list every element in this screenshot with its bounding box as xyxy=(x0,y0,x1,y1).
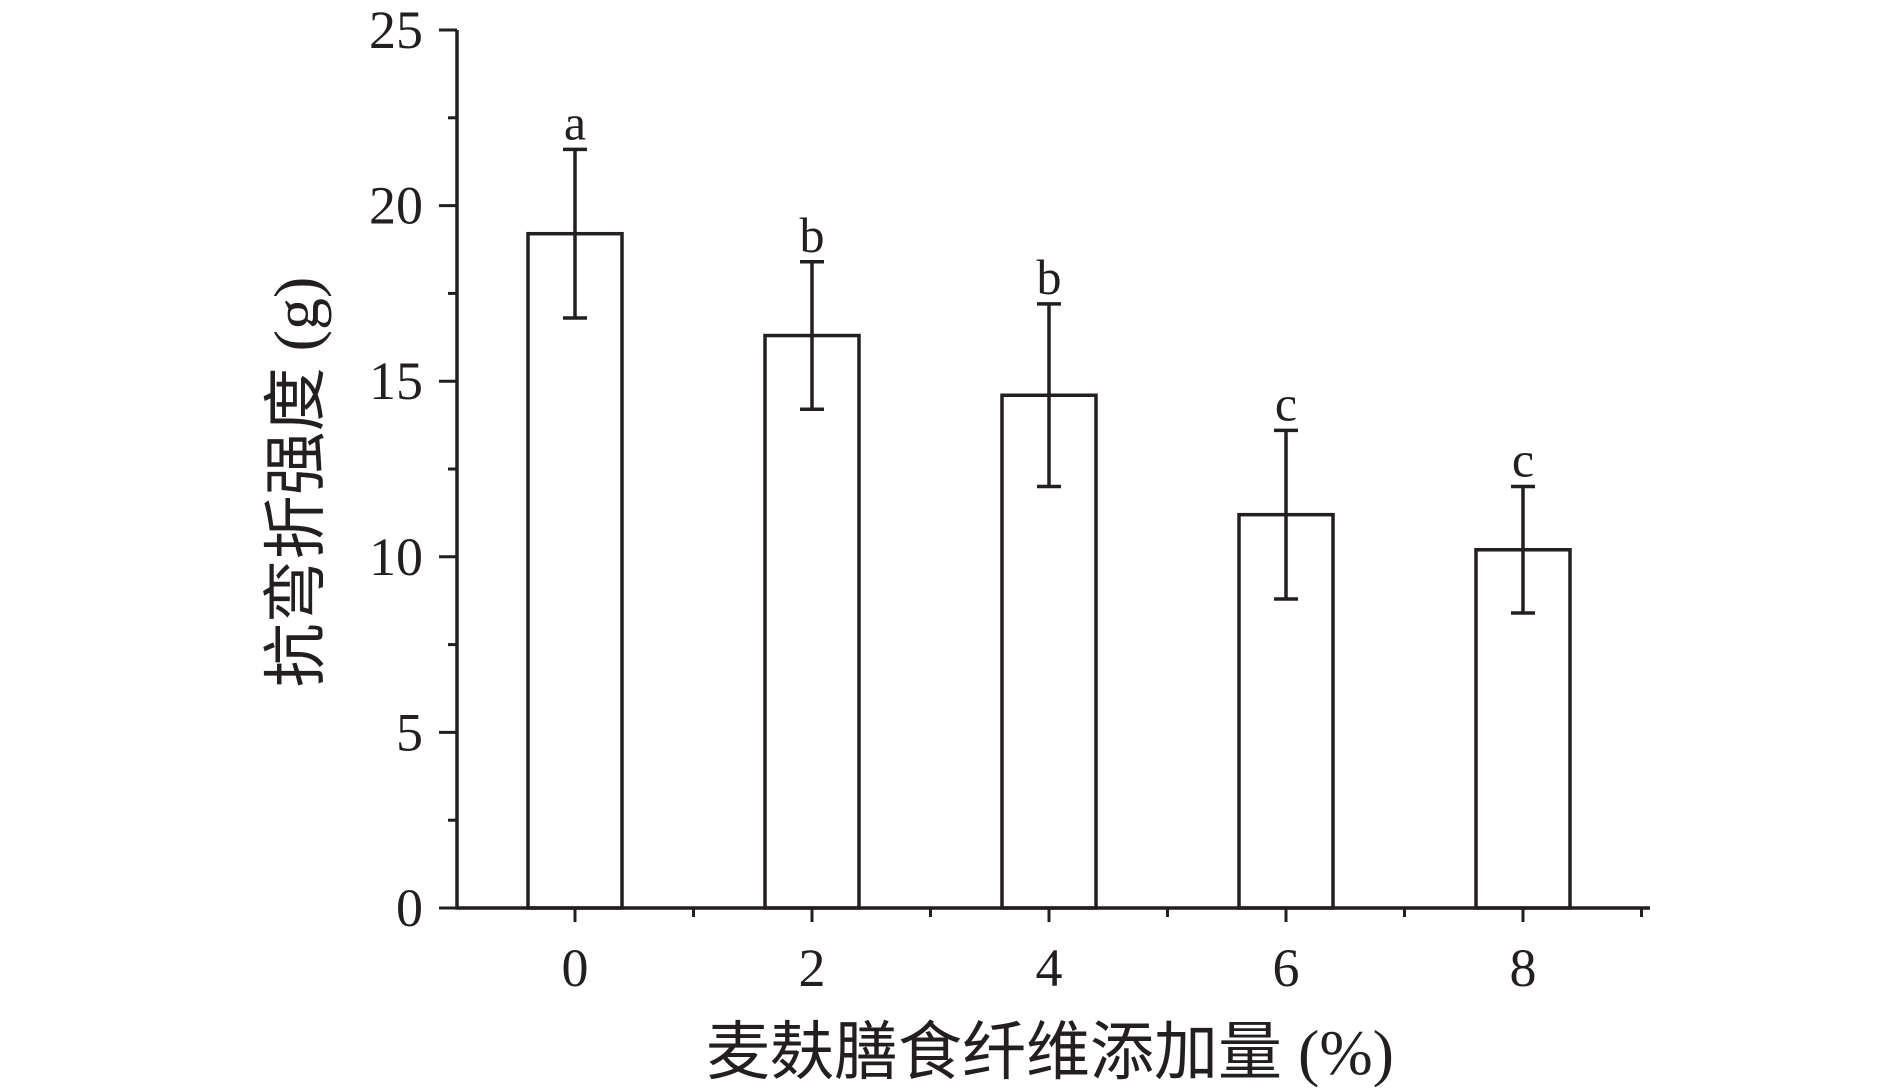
bar-2 xyxy=(763,333,861,910)
x-axis-title: 麦麸膳食纤维添加量 (%) xyxy=(706,1017,1394,1087)
x-tick-label-4: 4 xyxy=(1036,938,1063,998)
x-tick-label-8: 8 xyxy=(1510,938,1537,998)
y-tick-label-15: 15 xyxy=(369,351,423,411)
y-tick-label-10: 10 xyxy=(369,527,423,587)
y-axis-title: 抗弯折强度 (g) xyxy=(261,277,332,688)
ticks-layer: 0 5 10 15 20 25 0 2 4 6 8 xyxy=(369,0,1643,998)
bar-6 xyxy=(1237,512,1335,910)
significance-label-0: a xyxy=(564,94,586,150)
significance-label-4: b xyxy=(1037,249,1062,305)
error-bars-layer xyxy=(563,147,1535,615)
significance-label-2: b xyxy=(800,207,825,263)
y-tick-label-0: 0 xyxy=(396,878,423,938)
x-tick-label-2: 2 xyxy=(799,938,826,998)
y-tick-label-20: 20 xyxy=(369,176,423,236)
y-tick-label-5: 5 xyxy=(396,702,423,762)
x-tick-label-6: 6 xyxy=(1273,938,1300,998)
y-tick-label-25: 25 xyxy=(369,0,423,60)
x-tick-label-0: 0 xyxy=(562,938,589,998)
significance-labels-layer: a b b c c xyxy=(564,94,1534,487)
significance-label-8: c xyxy=(1512,432,1534,488)
significance-label-6: c xyxy=(1275,375,1297,431)
bar-0 xyxy=(526,231,624,910)
